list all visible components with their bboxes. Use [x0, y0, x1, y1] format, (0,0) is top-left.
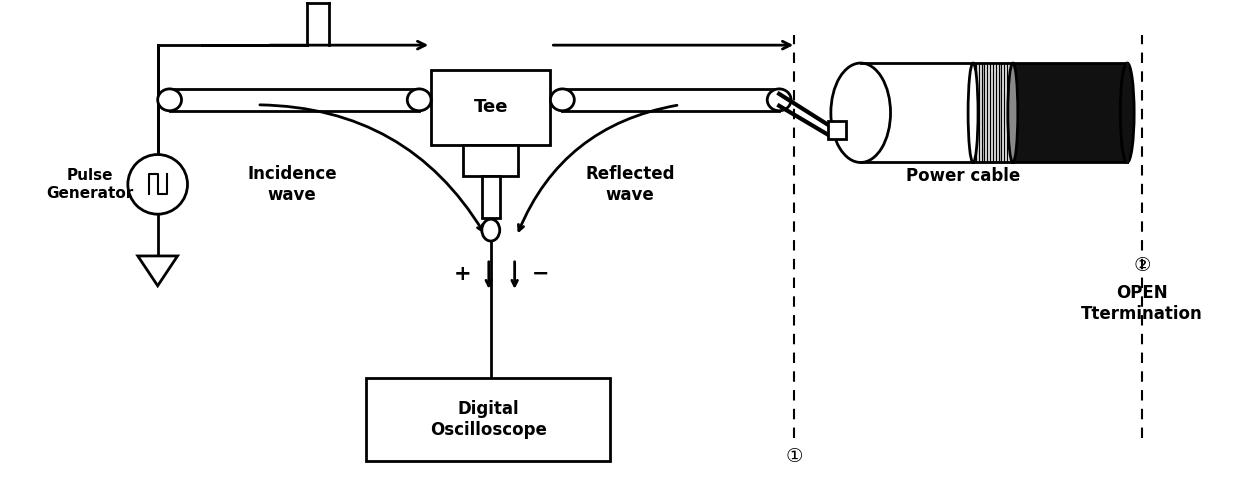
Text: ①: ① — [785, 447, 803, 466]
Text: Digital
Oscilloscope: Digital Oscilloscope — [430, 400, 547, 439]
Ellipse shape — [1120, 63, 1134, 163]
Text: Reflected
wave: Reflected wave — [585, 165, 675, 204]
Bar — [367, 378, 610, 461]
Text: +: + — [454, 264, 471, 284]
Ellipse shape — [767, 89, 791, 111]
Ellipse shape — [1008, 63, 1018, 163]
Bar — [170, 89, 420, 111]
Bar — [562, 89, 779, 111]
Text: −: − — [532, 264, 549, 284]
Bar — [431, 70, 551, 145]
Ellipse shape — [407, 89, 431, 111]
Bar — [861, 63, 973, 163]
Text: OPEN
Ttermination: OPEN Ttermination — [1081, 284, 1203, 323]
Bar — [1013, 63, 1128, 163]
Text: ②: ② — [1133, 256, 1150, 275]
Text: Tee: Tee — [474, 98, 508, 116]
Text: Power cable: Power cable — [906, 167, 1021, 185]
Text: Pulse
Generator: Pulse Generator — [47, 168, 134, 201]
Polygon shape — [137, 256, 178, 286]
Circle shape — [127, 155, 188, 214]
Bar — [481, 176, 500, 218]
Ellipse shape — [830, 63, 891, 163]
Text: Incidence
wave: Incidence wave — [247, 165, 336, 204]
FancyBboxPatch shape — [828, 121, 845, 139]
Bar — [464, 145, 518, 176]
Ellipse shape — [551, 89, 575, 111]
Ellipse shape — [968, 63, 978, 163]
Ellipse shape — [158, 89, 181, 111]
Ellipse shape — [481, 219, 500, 241]
